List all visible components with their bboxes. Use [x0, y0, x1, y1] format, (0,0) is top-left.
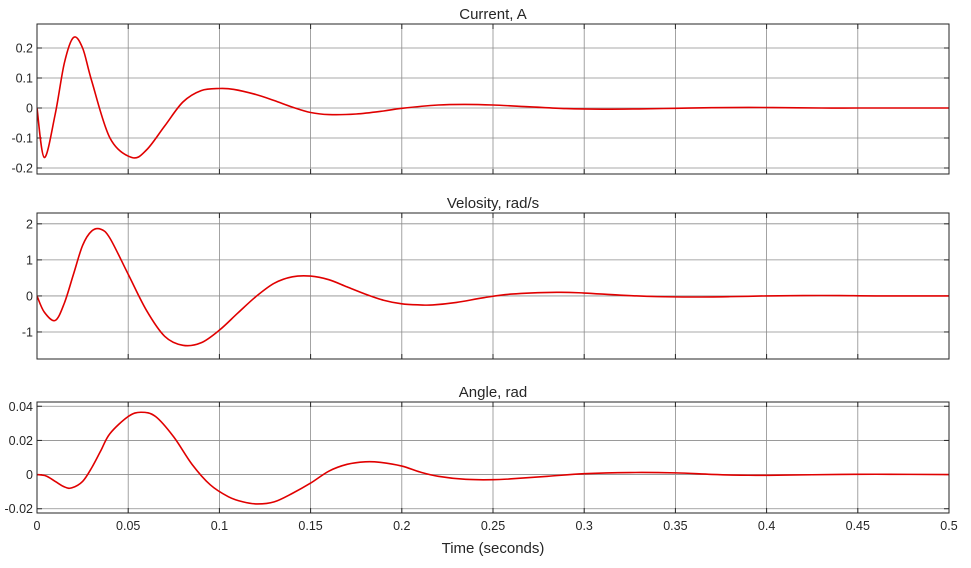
- y-tick-label: 0.02: [9, 434, 33, 448]
- axes-frame: [36, 23, 950, 175]
- x-axis-label: Time (seconds): [442, 540, 545, 557]
- x-tick-label: 0.1: [211, 519, 228, 533]
- series-line: [37, 411, 949, 505]
- x-tick-label: 0.35: [663, 519, 687, 533]
- y-tick-label: 0.2: [16, 42, 33, 56]
- x-tick-label: 0: [34, 519, 41, 533]
- subplot-1: -0.2 -0.1 0 0.1 0.2 Current, A: [11, 6, 950, 176]
- subplot-title: Velosity, rad/s: [447, 195, 539, 212]
- y-tick-label: 1: [26, 253, 33, 267]
- x-tick-label: 0.4: [758, 519, 775, 533]
- y-tick-label: -1: [22, 325, 33, 339]
- x-tick-label: 0.45: [846, 519, 870, 533]
- x-tick-label: 0.15: [298, 519, 322, 533]
- subplot-title: Angle, rad: [459, 384, 527, 401]
- y-tick-label: 0.1: [16, 72, 33, 86]
- y-tick-label: 0: [26, 289, 33, 303]
- x-tick-label: 0.25: [481, 519, 505, 533]
- y-tick-label: -0.02: [5, 502, 34, 516]
- series-line: [37, 36, 949, 159]
- subplot-2: -1 0 1 2 Velosity, rad/s: [22, 195, 950, 360]
- y-tick-label: 0.04: [9, 400, 33, 414]
- x-tick-label: 0.5: [940, 519, 957, 533]
- y-tick-label: 2: [26, 217, 33, 231]
- subplot-title: Current, A: [459, 6, 527, 23]
- x-tick-label: 0.2: [393, 519, 410, 533]
- y-tick-label: 0: [26, 468, 33, 482]
- y-tick-label: 0: [26, 102, 33, 116]
- y-tick-label: -0.2: [11, 162, 33, 176]
- axes-frame: [36, 401, 950, 514]
- x-tick-label: 0.3: [576, 519, 593, 533]
- x-tick-label: 0.05: [116, 519, 140, 533]
- y-tick-label: -0.1: [11, 132, 33, 146]
- series-line: [37, 227, 949, 347]
- axes-frame: [36, 212, 950, 360]
